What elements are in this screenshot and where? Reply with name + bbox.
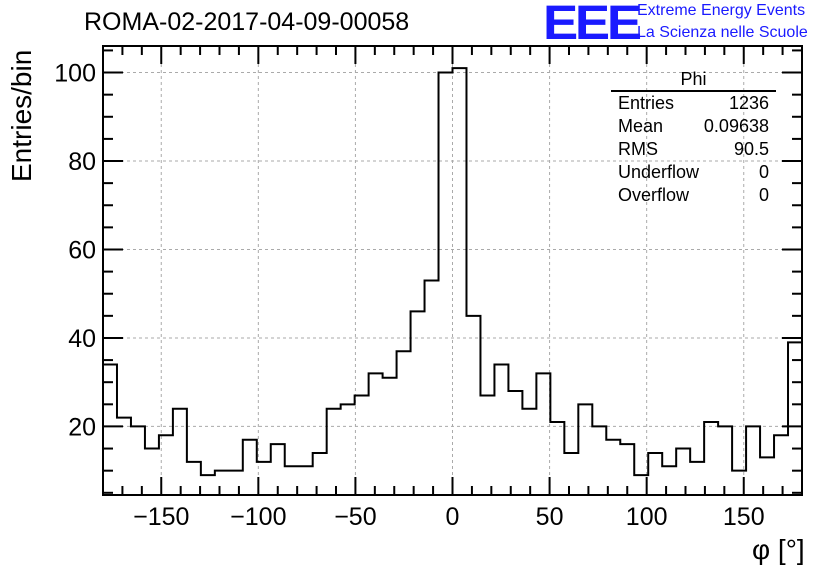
x-tick-label: 100 bbox=[626, 503, 668, 531]
stats-label: RMS bbox=[618, 139, 658, 159]
stats-row-rms: RMS 90.5 bbox=[611, 138, 776, 161]
y-tick-label: 60 bbox=[68, 236, 96, 264]
stats-value: 0 bbox=[758, 162, 769, 182]
x-tick-label: −150 bbox=[133, 503, 189, 531]
chart-title: ROMA-02-2017-04-09-00058 bbox=[84, 8, 410, 36]
x-tick-label: −100 bbox=[230, 503, 286, 531]
y-axis-label: Entries/bin bbox=[6, 49, 37, 182]
y-tick-labels: 20 40 60 80 100 bbox=[54, 60, 96, 442]
x-tick-label: −50 bbox=[334, 503, 376, 531]
axis-ticks bbox=[102, 46, 803, 495]
y-tick-label: 80 bbox=[68, 148, 96, 176]
stats-label: Underflow bbox=[618, 162, 700, 182]
stats-row-entries: Entries 1236 bbox=[611, 92, 776, 115]
stats-row-overflow: Overflow 0 bbox=[611, 184, 776, 207]
y-tick-label: 40 bbox=[68, 325, 96, 353]
stats-value: 1236 bbox=[728, 93, 769, 113]
stats-label: Mean bbox=[618, 116, 664, 136]
histogram-line bbox=[103, 67, 802, 477]
x-axis-label: φ [°] bbox=[752, 534, 805, 565]
stats-value: 0.09638 bbox=[703, 116, 769, 136]
x-tick-label: 0 bbox=[446, 503, 460, 531]
x-tick-label: 150 bbox=[723, 503, 765, 531]
stats-label: Overflow bbox=[618, 185, 690, 205]
stats-row-mean: Mean 0.09638 bbox=[611, 115, 776, 138]
stats-box: Phi Entries 1236 Mean 0.09638 RMS 90.5 U… bbox=[611, 68, 776, 207]
y-tick-label: 20 bbox=[68, 413, 96, 441]
grid-lines bbox=[103, 46, 802, 495]
stats-label: Entries bbox=[618, 93, 675, 113]
plot-frame bbox=[102, 45, 803, 496]
stats-value: 0 bbox=[758, 185, 769, 205]
x-tick-label: 50 bbox=[536, 503, 564, 531]
x-tick-labels: −150 −100 −50 0 50 100 150 bbox=[133, 503, 765, 531]
logo-line-2: La Scienza nelle Scuole bbox=[637, 24, 808, 41]
stats-value: 90.5 bbox=[733, 139, 769, 159]
eee-logo: EEE bbox=[543, 0, 642, 50]
stats-title: Phi bbox=[611, 68, 776, 92]
logo-line-1: Extreme Energy Events bbox=[637, 2, 806, 19]
stats-row-underflow: Underflow 0 bbox=[611, 161, 776, 184]
y-tick-label: 100 bbox=[54, 60, 96, 88]
